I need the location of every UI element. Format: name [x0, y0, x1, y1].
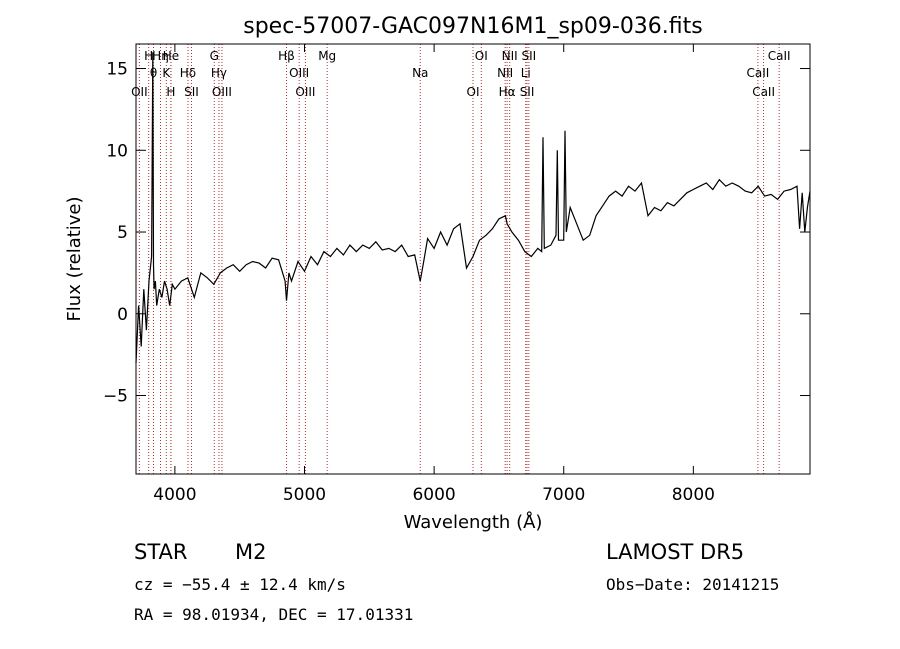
- line-label-10: Hγ: [211, 66, 227, 80]
- line-label-1: θ: [150, 66, 157, 80]
- line-label-2: OII: [131, 85, 148, 99]
- object-subclass: M2: [235, 540, 267, 564]
- line-label-25: CaII: [746, 66, 769, 80]
- line-label-6: He: [163, 49, 179, 63]
- observation-date: Obs−Date: 20141215: [606, 575, 780, 594]
- line-label-16: Na: [412, 66, 428, 80]
- line-label-14: OIII: [295, 85, 315, 99]
- chart-title: spec-57007-GAC097N16M1_sp09-036.fits: [243, 14, 703, 39]
- y-tick-label-4: 15: [106, 60, 128, 80]
- line-label-9: G: [210, 49, 219, 63]
- x-tick-label-3: 7000: [542, 485, 585, 505]
- line-label-24: SII: [522, 49, 537, 63]
- line-label-17: OI: [467, 85, 480, 99]
- object-class: STAR: [134, 540, 188, 564]
- spectrum-series-line: [135, 52, 811, 363]
- line-label-8: SII: [184, 85, 199, 99]
- line-label-19: NII: [497, 66, 513, 80]
- y-tick-label-1: 0: [117, 305, 128, 325]
- line-label-26: CaII: [752, 85, 775, 99]
- y-tick-label-2: 5: [117, 223, 128, 243]
- line-label-18: OI: [475, 49, 488, 63]
- line-label-4: K: [162, 66, 171, 80]
- y-axis-ticks: −5 0 5 10 15: [103, 60, 810, 407]
- line-label-3: Hη: [152, 49, 169, 63]
- line-label-23: SII: [520, 85, 535, 99]
- line-label-15: Mg: [318, 49, 336, 63]
- y-tick-label-3: 10: [106, 141, 128, 161]
- x-tick-label-0: 4000: [153, 485, 196, 505]
- redshift-velocity: cz = −55.4 ± 12.4 km/s: [134, 575, 346, 594]
- line-label-21: NII: [502, 49, 518, 63]
- x-axis-ticks: 4000 5000 6000 7000 8000: [153, 44, 715, 505]
- x-tick-label-4: 8000: [672, 485, 715, 505]
- line-label-0: H: [144, 49, 153, 63]
- plot-frame: [135, 43, 811, 475]
- survey-name: LAMOST DR5: [606, 540, 745, 564]
- y-axis-label: Flux (relative): [64, 196, 85, 321]
- line-label-11: OIII: [212, 85, 232, 99]
- x-axis-label: Wavelength (Å): [404, 511, 543, 533]
- spectral-line-markers: [138, 44, 780, 474]
- line-label-20: Hα: [499, 85, 516, 99]
- x-tick-label-1: 5000: [283, 485, 326, 505]
- line-label-5: H: [166, 85, 175, 99]
- line-label-22: Li: [521, 66, 531, 80]
- line-label-7: Hδ: [180, 66, 196, 80]
- line-label-12: Hβ: [278, 49, 295, 63]
- line-label-27: CaII: [768, 49, 791, 63]
- sky-coordinates: RA = 98.01934, DEC = 17.01331: [134, 605, 414, 624]
- x-tick-label-2: 6000: [412, 485, 455, 505]
- y-tick-label-0: −5: [103, 387, 128, 407]
- line-label-13: OIII: [289, 66, 309, 80]
